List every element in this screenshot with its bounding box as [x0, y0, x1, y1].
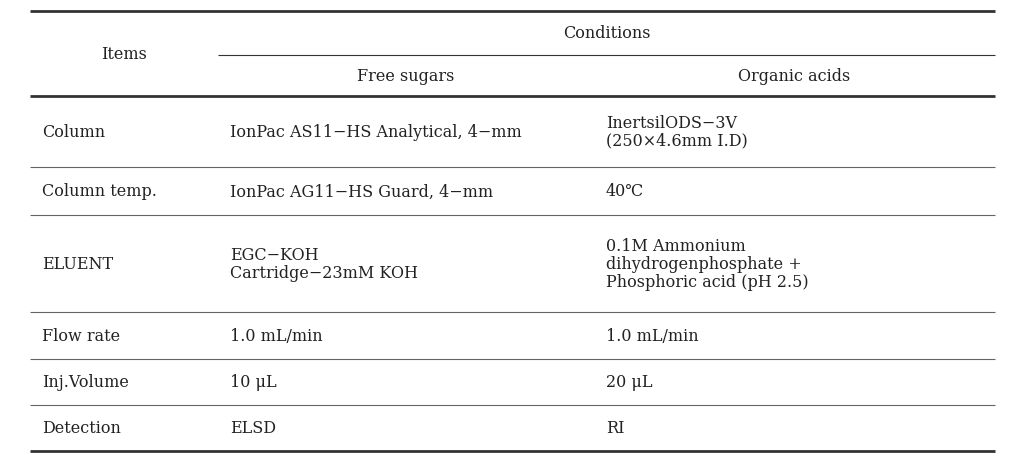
Text: 10 μL: 10 μL — [230, 374, 277, 390]
Text: Free sugars: Free sugars — [357, 68, 455, 85]
Text: Items: Items — [102, 46, 147, 63]
Text: Inj.Volume: Inj.Volume — [43, 374, 129, 390]
Text: EGC−KOH: EGC−KOH — [230, 247, 319, 264]
Text: 40℃: 40℃ — [606, 183, 644, 200]
Text: Column: Column — [43, 124, 106, 141]
Text: 1.0 mL/min: 1.0 mL/min — [606, 327, 698, 344]
Text: IonPac AG11−HS Guard, 4−mm: IonPac AG11−HS Guard, 4−mm — [230, 183, 493, 200]
Text: Column temp.: Column temp. — [43, 183, 157, 200]
Text: Organic acids: Organic acids — [738, 68, 851, 85]
Text: Detection: Detection — [43, 419, 122, 437]
Text: 1.0 mL/min: 1.0 mL/min — [230, 327, 323, 344]
Text: Flow rate: Flow rate — [43, 327, 121, 344]
Text: 20 μL: 20 μL — [606, 374, 653, 390]
Text: IonPac AS11−HS Analytical, 4−mm: IonPac AS11−HS Analytical, 4−mm — [230, 124, 522, 141]
Text: Cartridge−23mM KOH: Cartridge−23mM KOH — [230, 265, 418, 282]
Text: InertsilODS−3V: InertsilODS−3V — [606, 115, 737, 131]
Text: ELSD: ELSD — [230, 419, 276, 437]
Text: ELUENT: ELUENT — [43, 256, 114, 273]
Text: Conditions: Conditions — [562, 25, 651, 42]
Text: dihydrogenphosphate +: dihydrogenphosphate + — [606, 256, 802, 273]
Text: Phosphoric acid (pH 2.5): Phosphoric acid (pH 2.5) — [606, 274, 808, 290]
Text: (250×4.6mm I.D): (250×4.6mm I.D) — [606, 132, 747, 150]
Text: 0.1M Ammonium: 0.1M Ammonium — [606, 238, 746, 255]
Text: RI: RI — [606, 419, 624, 437]
